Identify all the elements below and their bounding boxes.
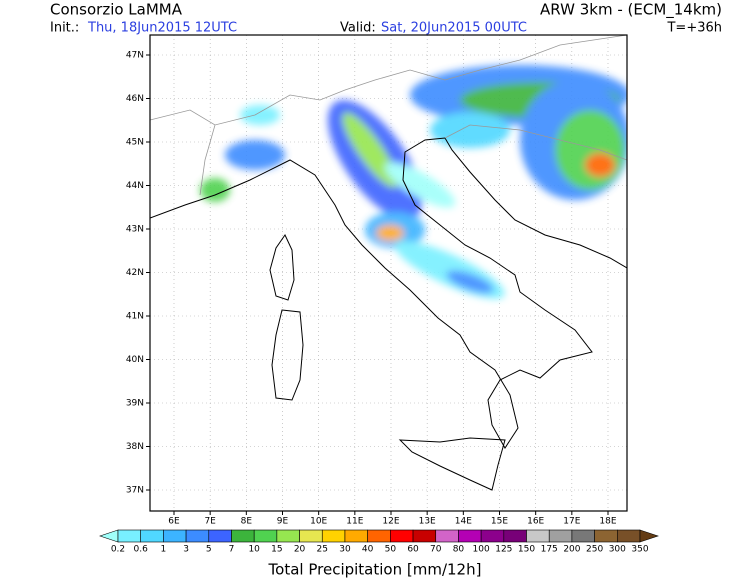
- colorbar-box: [594, 529, 618, 543]
- colorbar-box: [276, 529, 300, 543]
- colorbar-box: [390, 529, 414, 543]
- lon-label: 17E: [563, 517, 580, 527]
- colorbar-label: 25: [317, 545, 328, 555]
- colorbar-title: Total Precipitation [mm/12h]: [268, 561, 482, 579]
- colorbar-box: [548, 529, 573, 543]
- lat-label: 41N: [126, 312, 144, 322]
- colorbar-label: 0.6: [134, 545, 149, 555]
- colorbar-box: [367, 529, 391, 543]
- colorbar-label: 300: [609, 545, 626, 555]
- model: ARW 3km - (ECM_14km): [540, 1, 722, 20]
- colorbar-label: 125: [495, 545, 512, 555]
- lon-label: 13E: [419, 517, 436, 527]
- lat-label: 46N: [126, 94, 144, 104]
- lead-time: T=+36h: [666, 21, 722, 36]
- colorbar-box: [412, 529, 437, 543]
- colorbar-label: 50: [385, 545, 397, 555]
- title: Consorzio LaMMA: [50, 1, 183, 19]
- colorbar-label: 200: [563, 545, 580, 555]
- lon-label: 10E: [310, 517, 327, 527]
- colorbar-label: 0.2: [111, 545, 125, 555]
- precipitation-field: [200, 65, 627, 299]
- lon-label: 16E: [527, 517, 544, 527]
- lon-label: 12E: [382, 517, 399, 527]
- colorbar-box: [344, 529, 368, 543]
- colorbar-label: 20: [294, 545, 306, 555]
- lon-label: 18E: [599, 517, 616, 527]
- lon-label: 11E: [346, 517, 363, 527]
- colorbar-label: 80: [453, 545, 465, 555]
- lat-label: 39N: [126, 399, 144, 409]
- graticule: [150, 35, 627, 511]
- valid-label: Valid:: [340, 21, 376, 36]
- colorbar-box: [480, 529, 505, 543]
- lat-label: 37N: [126, 486, 144, 496]
- lon-label: 7E: [204, 517, 216, 527]
- colorbar-label: 7: [229, 545, 235, 555]
- map-area: [150, 35, 627, 511]
- init-time: Thu, 18Jun2015 12UTC: [87, 21, 237, 36]
- lon-label: 8E: [241, 517, 253, 527]
- colorbar-label: 250: [586, 545, 603, 555]
- colorbar-label: 1: [161, 545, 167, 555]
- coastline-sicily: [398, 437, 506, 491]
- lon-label: 6E: [168, 517, 180, 527]
- colorbar-label: 10: [248, 545, 260, 555]
- lat-label: 42N: [126, 268, 144, 278]
- coastline-corsica: [269, 233, 295, 301]
- colorbar-box: [231, 529, 255, 543]
- colorbar-box: [299, 529, 323, 543]
- colorbar-label: 5: [206, 545, 212, 555]
- lat-label: 47N: [126, 51, 144, 61]
- colorbar-label: 150: [518, 545, 535, 555]
- lon-label: 9E: [277, 517, 289, 527]
- colorbar-arrow: [639, 529, 659, 543]
- colorbar-label: 70: [430, 545, 442, 555]
- colorbar-label: 40: [362, 545, 374, 555]
- colorbar-label: 350: [631, 545, 648, 555]
- colorbar-arrow: [99, 529, 119, 543]
- lat-label: 40N: [126, 355, 144, 365]
- colorbar-box: [571, 529, 595, 543]
- colorbar-box: [503, 529, 527, 543]
- lon-label: 15E: [491, 517, 508, 527]
- colorbar-box: [253, 529, 278, 543]
- colorbar-box: [117, 529, 141, 543]
- colorbar-label: 175: [541, 545, 558, 555]
- colorbar-box: [185, 529, 210, 543]
- valid-time: Sat, 20Jun2015 00UTC: [381, 21, 527, 36]
- lon-label: 14E: [455, 517, 472, 527]
- colorbar: 0.2 0.6 1 3 5 7 10 15 20 25 30 40 50 60 70 80 100 125 150 1…: [99, 529, 659, 555]
- coastline-sardinia: [271, 309, 304, 401]
- colorbar-label: 60: [407, 545, 419, 555]
- colorbar-label: 3: [183, 545, 189, 555]
- colorbar-box: [435, 529, 459, 543]
- colorbar-label: 100: [473, 545, 490, 555]
- axis-labels: 47N 46N 45N 44N 43N 42N 41N 40N 39N 38N 37N 6E 7E 8E 9…: [126, 51, 617, 527]
- lat-label: 44N: [126, 181, 144, 191]
- colorbar-label: 15: [271, 545, 282, 555]
- colorbar-box: [458, 529, 482, 543]
- colorbar-box: [617, 529, 641, 543]
- border: [150, 35, 627, 196]
- lat-label: 38N: [126, 442, 144, 452]
- lat-label: 43N: [126, 225, 144, 235]
- init-label: Init.:: [50, 21, 79, 36]
- colorbar-box: [526, 529, 550, 543]
- coastline: [150, 137, 627, 449]
- colorbar-box: [163, 529, 187, 543]
- colorbar-box: [208, 529, 232, 543]
- colorbar-box: [140, 529, 164, 543]
- colorbar-box: [321, 529, 346, 543]
- colorbar-label: 30: [339, 545, 351, 555]
- lat-label: 45N: [126, 138, 144, 148]
